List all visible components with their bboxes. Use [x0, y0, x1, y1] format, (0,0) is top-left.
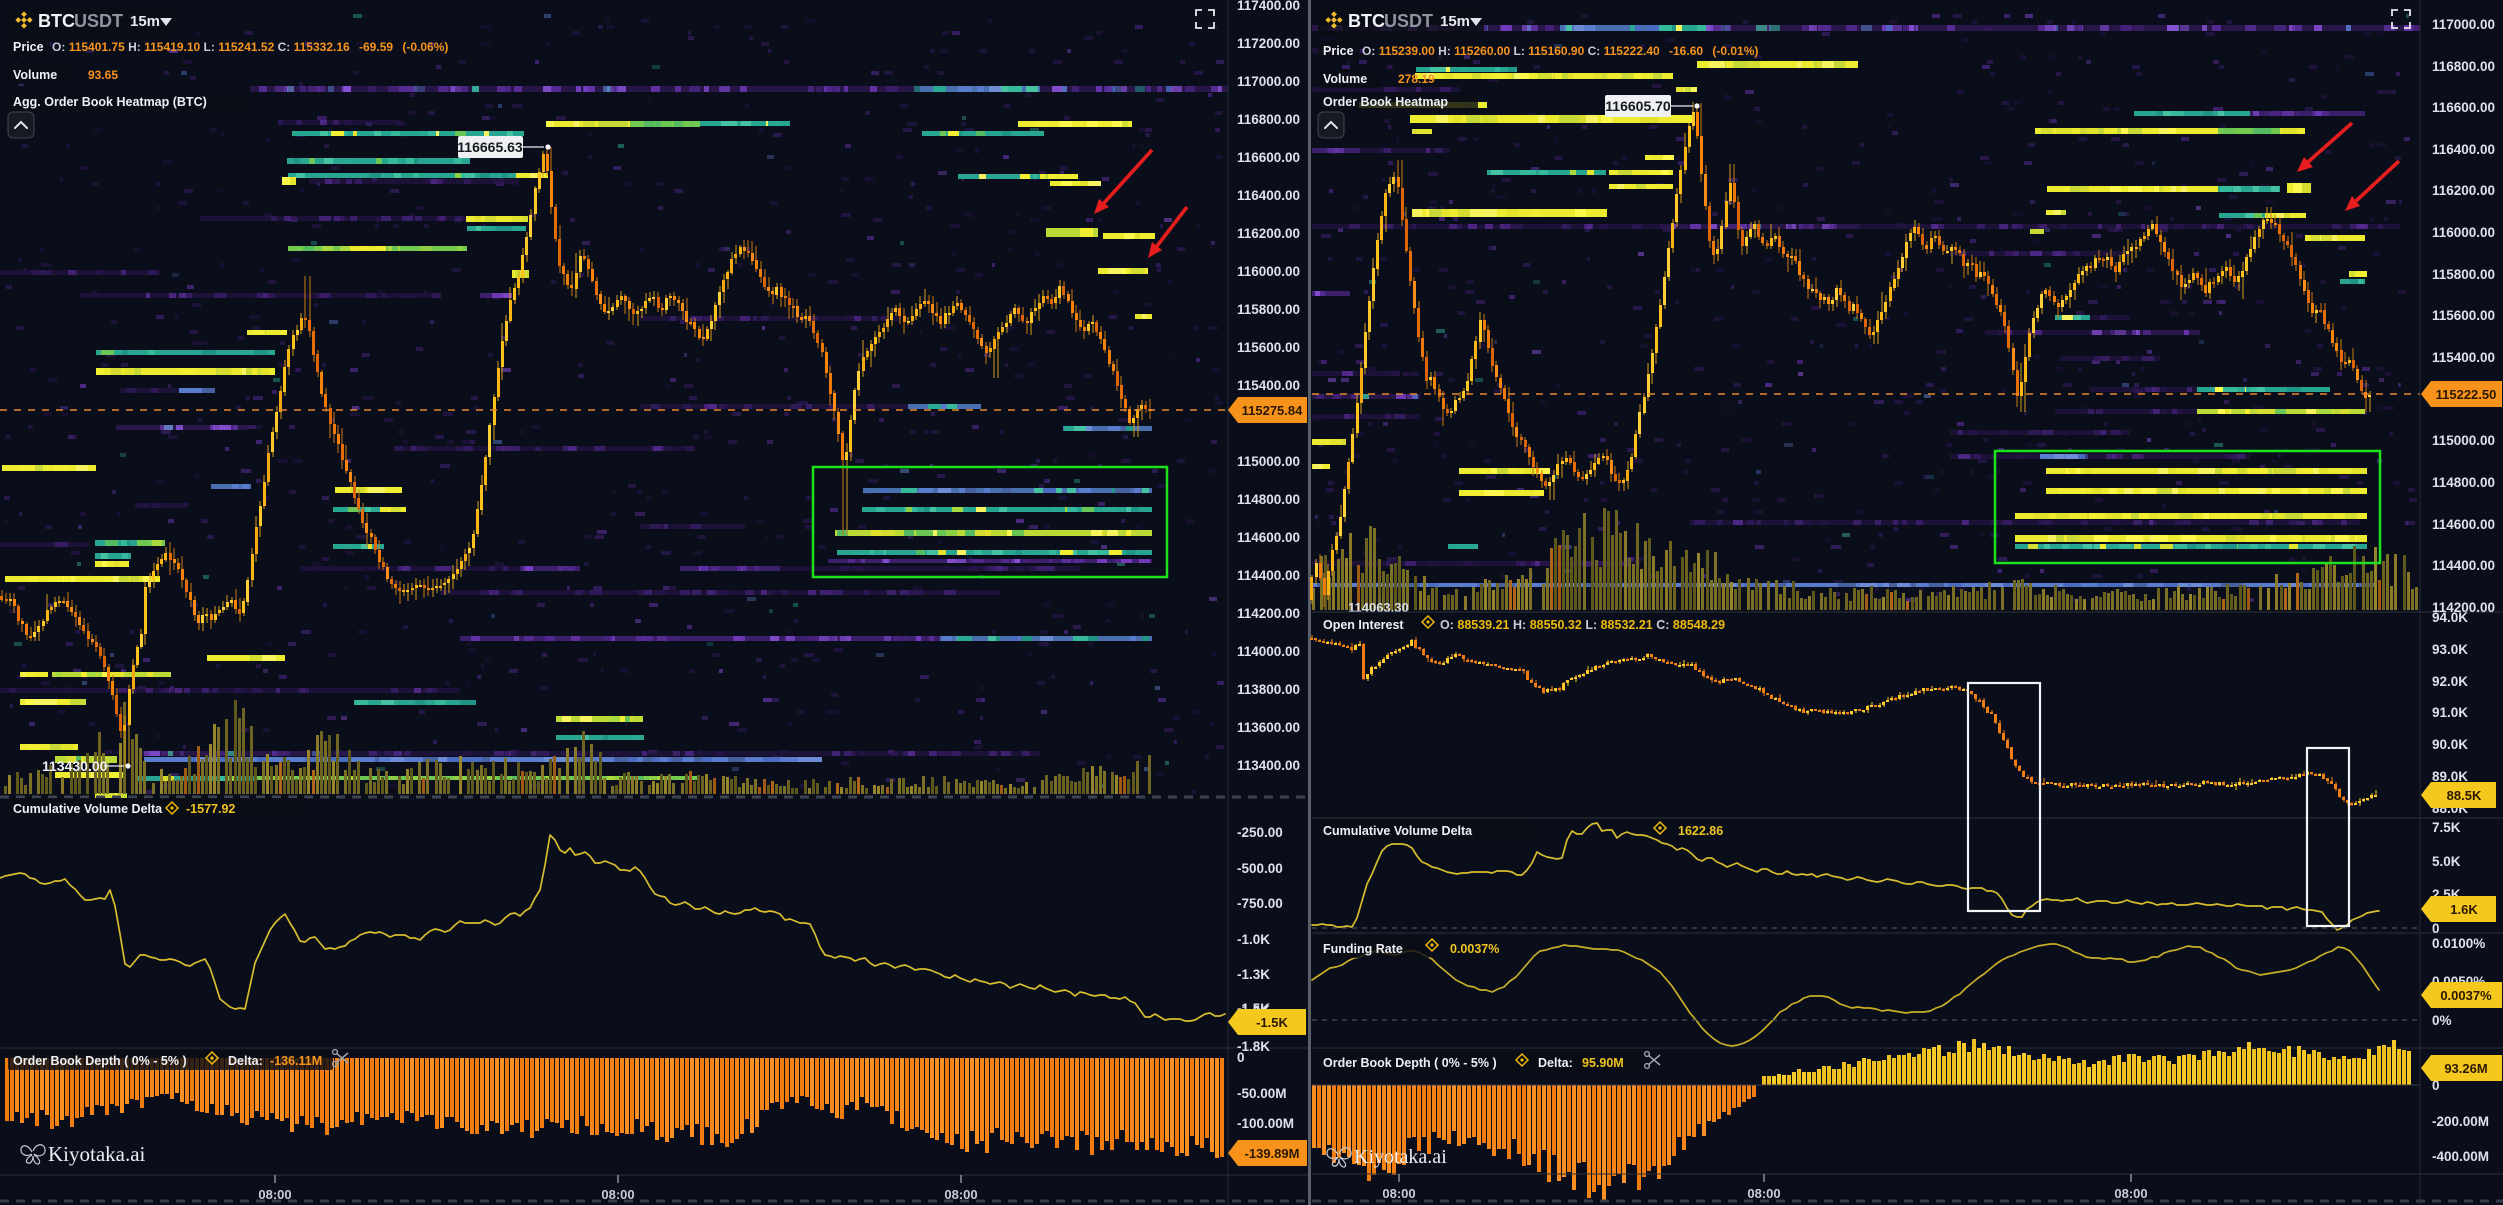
- svg-text:Price: Price: [13, 40, 44, 54]
- svg-text:-1.0K: -1.0K: [1237, 932, 1270, 947]
- svg-text:115000.00: 115000.00: [1237, 454, 1300, 469]
- svg-text:-136.11M: -136.11M: [270, 1054, 322, 1068]
- svg-text:116800.00: 116800.00: [1237, 112, 1300, 127]
- svg-text:116000.00: 116000.00: [1237, 264, 1300, 279]
- svg-text:117400.00: 117400.00: [1237, 0, 1300, 13]
- svg-text:0: 0: [1237, 1050, 1245, 1065]
- svg-text:-100.00M: -100.00M: [1237, 1116, 1294, 1131]
- svg-text:-50.00M: -50.00M: [1237, 1086, 1287, 1101]
- svg-text:117000.00: 117000.00: [1237, 74, 1300, 89]
- svg-text:15m: 15m: [130, 13, 160, 30]
- svg-text:114600.00: 114600.00: [1237, 530, 1300, 545]
- svg-text:115275.84: 115275.84: [1242, 403, 1304, 418]
- svg-text:116200.00: 116200.00: [1237, 226, 1300, 241]
- svg-text:114063.30: 114063.30: [1348, 600, 1409, 615]
- svg-text:USDT: USDT: [74, 11, 123, 31]
- svg-text:114200.00: 114200.00: [1237, 606, 1300, 621]
- svg-text:-250.00: -250.00: [1237, 825, 1283, 840]
- svg-text:-500.00: -500.00: [1237, 861, 1283, 876]
- svg-text:113600.00: 113600.00: [1237, 720, 1300, 735]
- svg-text:-1.8K: -1.8K: [1237, 1039, 1270, 1054]
- svg-text:113430.00: 113430.00: [42, 758, 108, 774]
- svg-text:BTC: BTC: [38, 11, 75, 31]
- svg-text:93.65: 93.65: [88, 68, 118, 82]
- svg-text:O: 115401.75 H: 115419.10 L: 1: O: 115401.75 H: 115419.10 L: 115241.52 C…: [52, 40, 448, 54]
- svg-text:115800.00: 115800.00: [1237, 302, 1300, 317]
- svg-text:08:00: 08:00: [601, 1187, 634, 1202]
- svg-text:08:00: 08:00: [258, 1187, 291, 1202]
- svg-text:Cumulative Volume Delta: Cumulative Volume Delta: [13, 802, 163, 816]
- svg-text:115400.00: 115400.00: [1237, 378, 1300, 393]
- svg-text:114000.00: 114000.00: [1237, 644, 1300, 659]
- svg-text:116605.70: 116605.70: [1605, 98, 1671, 114]
- svg-text:116600.00: 116600.00: [1237, 150, 1300, 165]
- svg-text:08:00: 08:00: [944, 1187, 977, 1202]
- svg-text:117200.00: 117200.00: [1237, 36, 1300, 51]
- svg-text:Delta:: Delta:: [228, 1054, 263, 1068]
- svg-text:Kiyotaka.ai: Kiyotaka.ai: [48, 1142, 146, 1166]
- svg-text:114400.00: 114400.00: [1237, 568, 1300, 583]
- svg-text:Order Book Depth ( 0% - 5% ): Order Book Depth ( 0% - 5% ): [13, 1054, 187, 1068]
- svg-text:-750.00: -750.00: [1237, 896, 1283, 911]
- svg-text:116400.00: 116400.00: [1237, 188, 1300, 203]
- svg-text:-1.3K: -1.3K: [1237, 967, 1270, 982]
- svg-text:116665.63: 116665.63: [457, 139, 523, 155]
- svg-text:-139.89M: -139.89M: [1245, 1146, 1300, 1161]
- svg-text:115600.00: 115600.00: [1237, 340, 1300, 355]
- svg-text:113800.00: 113800.00: [1237, 682, 1300, 697]
- svg-text:-1577.92: -1577.92: [186, 802, 235, 816]
- svg-text:113400.00: 113400.00: [1237, 758, 1300, 773]
- svg-text:114800.00: 114800.00: [1237, 492, 1300, 507]
- svg-text:Volume: Volume: [13, 68, 57, 82]
- svg-text:Agg. Order Book Heatmap (BTC): Agg. Order Book Heatmap (BTC): [13, 95, 207, 109]
- svg-text:-1.5K: -1.5K: [1256, 1015, 1288, 1030]
